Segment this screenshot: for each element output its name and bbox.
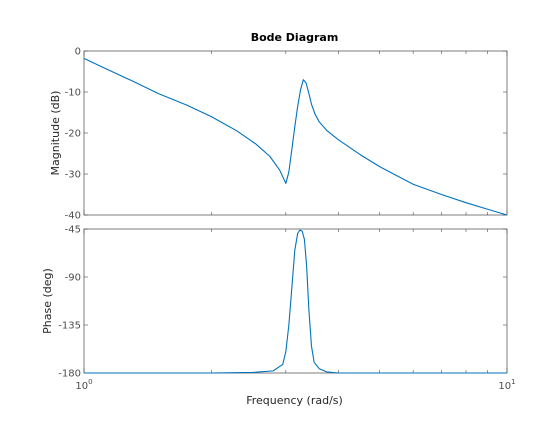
phase-series-line [84, 229, 507, 374]
magnitude-ytick-label: -20 [65, 129, 81, 140]
magnitude-ylabel: Magnitude (dB) [49, 91, 62, 176]
magnitude-ytick-label: -10 [65, 88, 81, 99]
x-axis-label: Frequency (rad/s) [246, 394, 343, 407]
magnitude-series-line [83, 57, 508, 216]
magnitude-axes: 0 -10 -20 -30 -40 [65, 47, 508, 222]
magnitude-axes-box [83, 50, 508, 216]
phase-ytick-label: -135 [58, 321, 81, 332]
x-tick-label: 101 [498, 378, 515, 392]
phase-ytick-label: -45 [65, 225, 81, 236]
magnitude-ytick-label: -30 [65, 170, 81, 181]
phase-axes-box [83, 228, 508, 374]
magnitude-ytick-label: -40 [65, 211, 81, 222]
phase-ytick-label: -90 [65, 273, 81, 284]
phase-ytick-label: -180 [58, 369, 81, 380]
x-tick-label: 100 [75, 378, 92, 392]
magnitude-ytick-label: 0 [75, 47, 81, 58]
chart-title: Bode Diagram [251, 31, 339, 44]
phase-ylabel: Phase (deg) [41, 268, 54, 334]
